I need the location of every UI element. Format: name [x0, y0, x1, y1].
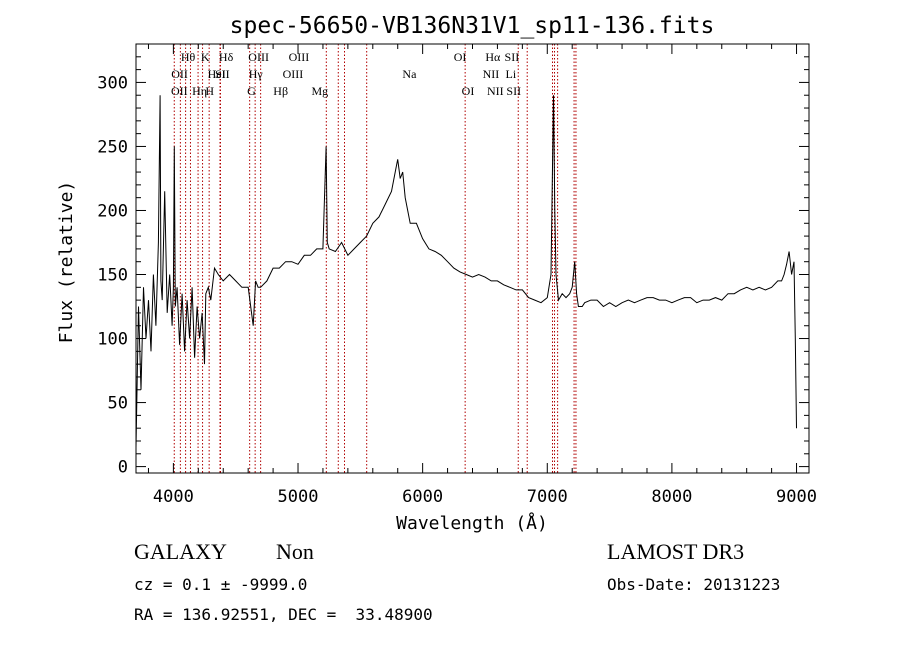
line-label-17: OI [454, 50, 467, 64]
y-axis-label: Flux (relative) [56, 181, 77, 344]
y-tick-label-250: 250 [97, 137, 128, 157]
plot-frame [135, 43, 810, 474]
line-label-24: SII [506, 84, 521, 98]
y-tick-label-200: 200 [97, 201, 128, 221]
y-tick-label-150: 150 [97, 266, 128, 286]
line-label-0: OII [171, 84, 188, 98]
survey-name: LAMOST DR3 [607, 539, 744, 564]
line-label-20: Hα [485, 50, 501, 64]
coordinates: RA = 136.92551, DEC = 33.48900 [134, 605, 433, 624]
object-class: GALAXY [134, 539, 227, 564]
line-label-8: SII [215, 67, 230, 81]
line-label-15: Mg [311, 84, 328, 98]
line-label-9: G [247, 84, 256, 98]
line-label-16: Na [402, 67, 417, 81]
line-label-1: OII [171, 67, 188, 81]
x-tick-label-4000: 4000 [153, 487, 194, 507]
line-label-3: H [205, 84, 214, 98]
x-tick-label-6000: 6000 [402, 487, 443, 507]
line-label-19: NII [483, 67, 500, 81]
x-tick-label-8000: 8000 [651, 487, 692, 507]
y-tick-label-100: 100 [97, 330, 128, 350]
x-tick-label-7000: 7000 [527, 487, 568, 507]
line-label-13: OIII [283, 67, 304, 81]
y-axis-ticks: 0 50 100 150 200 250 300 [97, 56, 809, 478]
x-axis-ticks: 4000 5000 6000 7000 8000 9000 [147, 44, 817, 507]
line-label-2: Hθ [181, 50, 196, 64]
line-label-4: HeI [208, 67, 226, 81]
x-tick-label-5000: 5000 [278, 487, 319, 507]
line-label-23: SII [505, 50, 520, 64]
line-label-10: Hγ [249, 67, 264, 81]
x-axis-label: Wavelength (Å) [396, 512, 548, 534]
line-label-11: OIII [248, 50, 269, 64]
y-tick-label-0: 0 [118, 458, 128, 478]
x-tick-label-9000: 9000 [776, 487, 817, 507]
line-label-5: K [201, 50, 210, 64]
line-label-12: Hβ [273, 84, 288, 98]
obs-date: Obs-Date: 20131223 [607, 575, 780, 594]
redshift-line: cz = 0.1 ± -9999.0 [134, 575, 307, 594]
object-subclass: Non [276, 539, 314, 564]
line-label-7: Hδ [219, 50, 234, 64]
y-tick-label-300: 300 [97, 73, 128, 93]
chart-title: spec-56650-VB136N31V1_sp11-136.fits [230, 13, 715, 39]
line-labels: OII OII Hθ H HeI K Hη Hδ SII G Hγ OIII Hβ OIII OIII Mg N… [171, 50, 521, 98]
line-label-18: OI [462, 84, 475, 98]
line-label-6: Hη [192, 84, 207, 98]
line-label-22: Li [506, 67, 517, 81]
line-label-14: OIII [289, 50, 310, 64]
flux-series-line [135, 95, 797, 448]
line-label-21: NII [487, 84, 504, 98]
emission-line-markers [173, 44, 577, 473]
y-tick-label-50: 50 [108, 394, 128, 414]
